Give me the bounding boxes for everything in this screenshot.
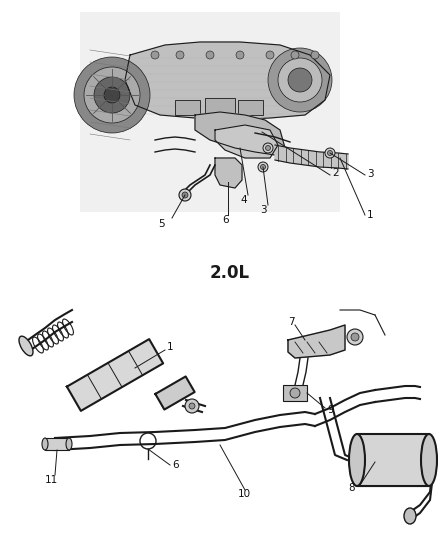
Text: 7: 7	[288, 317, 295, 327]
Polygon shape	[288, 325, 345, 358]
Text: 6: 6	[172, 460, 179, 470]
Text: 6: 6	[222, 215, 229, 225]
Polygon shape	[357, 434, 429, 486]
Circle shape	[325, 148, 335, 158]
Ellipse shape	[349, 434, 365, 486]
Circle shape	[291, 51, 299, 59]
Circle shape	[266, 51, 274, 59]
Ellipse shape	[42, 438, 48, 450]
Circle shape	[268, 48, 332, 112]
Ellipse shape	[404, 508, 416, 524]
Circle shape	[185, 399, 199, 413]
Polygon shape	[195, 112, 285, 155]
Bar	[205, 98, 235, 116]
Circle shape	[84, 67, 140, 123]
Circle shape	[290, 388, 300, 398]
Text: 3: 3	[260, 205, 267, 215]
Text: 10: 10	[238, 489, 251, 499]
Text: 11: 11	[45, 475, 58, 485]
Circle shape	[278, 58, 322, 102]
Circle shape	[263, 143, 273, 153]
Polygon shape	[275, 145, 348, 169]
Circle shape	[311, 51, 319, 59]
Text: 3: 3	[367, 169, 374, 179]
Ellipse shape	[19, 336, 33, 356]
Circle shape	[288, 68, 312, 92]
Text: 5: 5	[158, 219, 165, 229]
Circle shape	[151, 51, 159, 59]
Polygon shape	[67, 339, 163, 411]
Circle shape	[236, 51, 244, 59]
Circle shape	[179, 189, 191, 201]
Circle shape	[351, 333, 359, 341]
Circle shape	[328, 150, 332, 156]
Text: 1: 1	[167, 342, 173, 352]
Polygon shape	[155, 376, 194, 409]
Text: 2: 2	[332, 168, 339, 178]
Circle shape	[94, 77, 130, 113]
Circle shape	[182, 192, 188, 198]
Text: 4: 4	[240, 195, 247, 205]
Text: 9: 9	[327, 405, 334, 415]
FancyBboxPatch shape	[80, 12, 340, 212]
Circle shape	[189, 403, 195, 409]
Bar	[45, 438, 69, 450]
Circle shape	[206, 51, 214, 59]
Bar	[238, 100, 263, 115]
Circle shape	[176, 51, 184, 59]
Circle shape	[265, 146, 271, 150]
Circle shape	[347, 329, 363, 345]
Polygon shape	[215, 158, 242, 188]
Circle shape	[258, 162, 268, 172]
Ellipse shape	[66, 438, 72, 450]
Circle shape	[261, 165, 265, 169]
Polygon shape	[215, 125, 278, 158]
Bar	[283, 385, 307, 401]
Polygon shape	[125, 42, 330, 120]
Ellipse shape	[421, 434, 437, 486]
Circle shape	[74, 57, 150, 133]
Text: 2.0L: 2.0L	[210, 264, 250, 282]
Text: 8: 8	[348, 483, 355, 493]
Circle shape	[104, 87, 120, 103]
Text: 1: 1	[367, 210, 374, 220]
Bar	[175, 100, 200, 115]
